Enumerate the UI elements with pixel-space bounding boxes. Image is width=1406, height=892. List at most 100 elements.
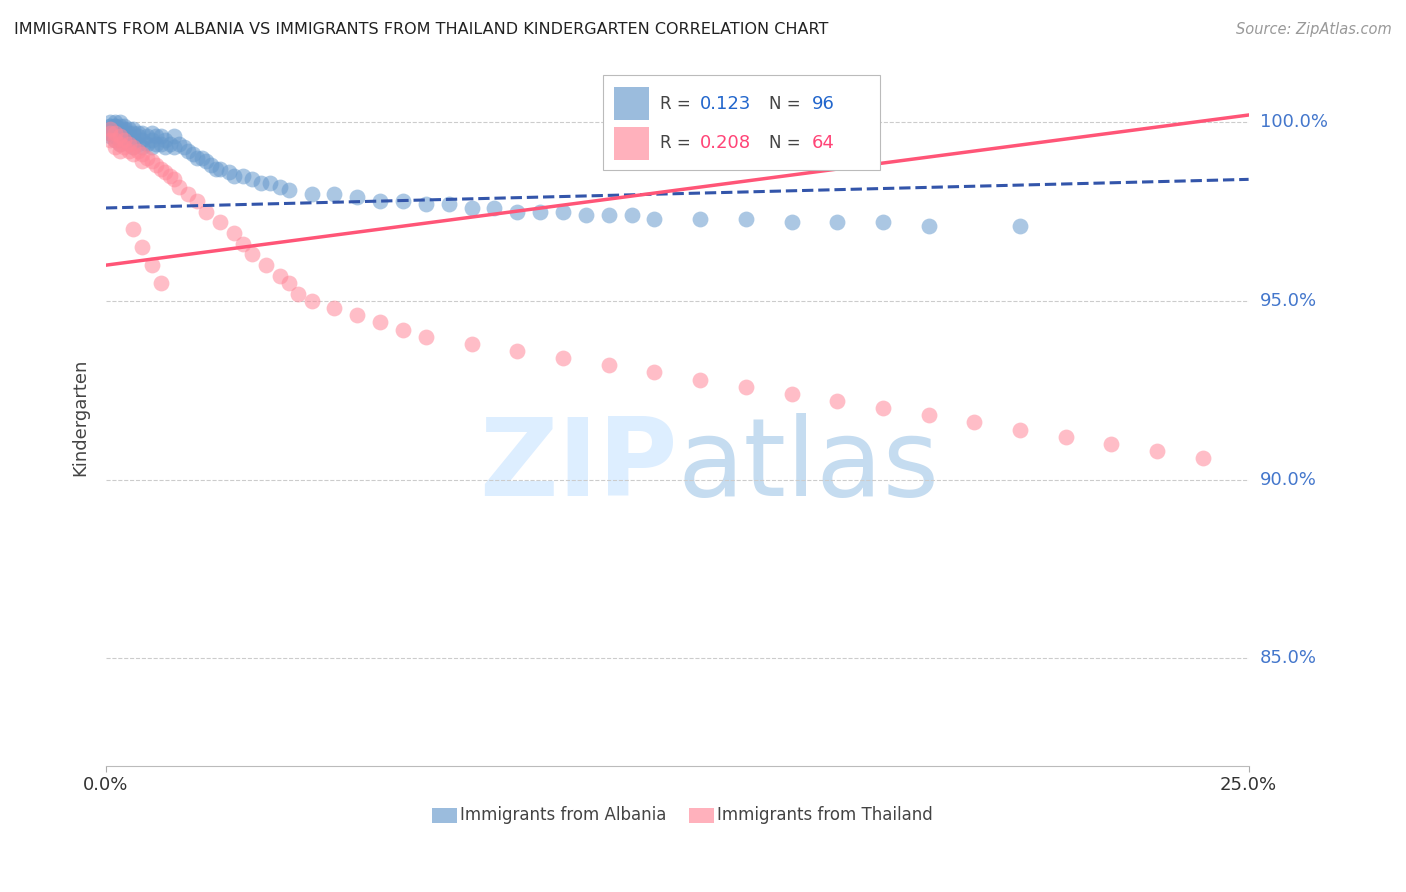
Point [145, 158, 167, 172]
Bar [614, 87, 648, 120]
Point [301, 186, 323, 201]
Point [104, 115, 127, 129]
Point [484, 201, 506, 215]
Point [122, 122, 145, 136]
Point [415, 329, 437, 343]
Point [108, 115, 131, 129]
Point [167, 136, 190, 151]
Point [240, 247, 263, 261]
Point [1010, 219, 1032, 233]
Point [301, 293, 323, 308]
Bar [432, 807, 457, 823]
Point [287, 286, 309, 301]
Point [100, 126, 122, 140]
Point [136, 129, 159, 144]
Point [145, 129, 167, 144]
Point [277, 183, 299, 197]
Point [240, 172, 263, 186]
Point [108, 136, 131, 151]
Point [145, 136, 167, 151]
Point [643, 366, 665, 380]
Point [506, 343, 529, 358]
Point [163, 140, 186, 154]
Point [149, 129, 172, 144]
Point [100, 129, 122, 144]
Point [177, 186, 200, 201]
Point [232, 169, 254, 183]
Bar [614, 127, 648, 160]
Point [155, 133, 177, 147]
Point [460, 201, 482, 215]
Point [222, 226, 245, 240]
Point [1192, 451, 1215, 466]
Point [100, 122, 122, 136]
Text: R =: R = [661, 95, 696, 112]
Point [131, 240, 153, 254]
Point [141, 133, 163, 147]
Bar [689, 807, 714, 823]
Text: 96: 96 [813, 95, 835, 112]
Point [127, 129, 149, 144]
Point [155, 140, 177, 154]
Point [204, 161, 226, 176]
Point [551, 351, 574, 365]
Point [112, 119, 135, 133]
Point [689, 373, 711, 387]
Point [689, 211, 711, 226]
Text: ZIP: ZIP [479, 413, 678, 519]
Point [141, 140, 163, 154]
Point [104, 119, 127, 133]
Point [131, 154, 153, 169]
Point [209, 215, 232, 229]
Point [149, 276, 172, 290]
Point [598, 359, 620, 373]
Point [195, 154, 218, 169]
Point [163, 172, 186, 186]
Point [100, 115, 122, 129]
Point [218, 165, 240, 179]
Point [118, 136, 141, 151]
Point [122, 147, 145, 161]
Point [195, 204, 218, 219]
Text: Immigrants from Albania: Immigrants from Albania [460, 806, 666, 824]
Point [136, 136, 159, 151]
Point [131, 133, 153, 147]
Point [917, 409, 939, 423]
Point [159, 169, 181, 183]
Point [250, 176, 273, 190]
Text: Source: ZipAtlas.com: Source: ZipAtlas.com [1236, 22, 1392, 37]
Point [127, 136, 149, 151]
Point [108, 129, 131, 144]
Text: IMMIGRANTS FROM ALBANIA VS IMMIGRANTS FROM THAILAND KINDERGARTEN CORRELATION CHA: IMMIGRANTS FROM ALBANIA VS IMMIGRANTS FR… [14, 22, 828, 37]
Point [1146, 444, 1168, 458]
Bar [603, 76, 880, 169]
Point [104, 126, 127, 140]
Point [118, 126, 141, 140]
Point [122, 140, 145, 154]
Point [277, 276, 299, 290]
Point [200, 158, 222, 172]
Point [104, 126, 127, 140]
Point [346, 190, 368, 204]
Point [131, 147, 153, 161]
Text: 0.123: 0.123 [700, 95, 751, 112]
Point [346, 308, 368, 322]
Point [104, 140, 127, 154]
Text: Immigrants from Thailand: Immigrants from Thailand [717, 806, 934, 824]
Point [780, 387, 803, 401]
Point [131, 140, 153, 154]
Point [122, 126, 145, 140]
Point [323, 186, 346, 201]
Point [100, 133, 122, 147]
Point [163, 129, 186, 144]
Point [100, 122, 122, 136]
Point [112, 133, 135, 147]
Point [209, 161, 232, 176]
Point [141, 154, 163, 169]
Y-axis label: Kindergarten: Kindergarten [72, 359, 89, 475]
Point [108, 122, 131, 136]
Point [269, 179, 291, 194]
Point [108, 126, 131, 140]
Point [825, 215, 848, 229]
Point [415, 197, 437, 211]
